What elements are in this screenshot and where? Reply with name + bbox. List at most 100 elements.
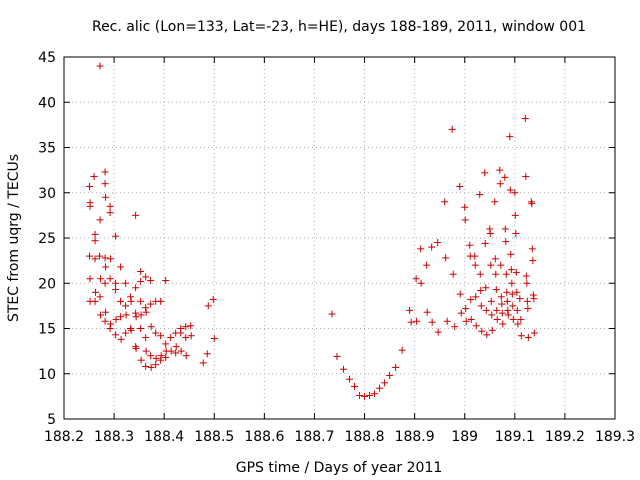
data-point	[501, 225, 509, 233]
data-point	[127, 297, 135, 305]
data-point	[142, 273, 150, 281]
data-point	[107, 320, 115, 328]
data-points	[86, 62, 538, 400]
data-point	[376, 384, 384, 392]
x-tick-label: 189.2	[545, 429, 585, 445]
data-point	[498, 300, 506, 308]
data-point	[137, 356, 145, 364]
data-point	[488, 326, 496, 334]
data-point	[122, 311, 130, 319]
data-point	[511, 189, 519, 197]
data-point	[493, 315, 501, 323]
data-point	[529, 291, 537, 299]
data-point	[172, 349, 180, 357]
data-point	[117, 335, 125, 343]
data-point	[137, 297, 145, 305]
data-point	[497, 293, 505, 301]
data-point	[522, 172, 530, 180]
data-point	[112, 279, 120, 287]
data-point	[528, 245, 536, 253]
data-point	[477, 286, 485, 294]
data-point	[488, 311, 496, 319]
data-point	[172, 343, 180, 351]
data-point	[209, 296, 217, 304]
data-point	[493, 306, 501, 314]
data-point	[449, 270, 457, 278]
data-point	[523, 297, 531, 305]
data-point	[514, 320, 522, 328]
data-point	[102, 308, 110, 316]
data-point	[199, 359, 207, 367]
data-point	[524, 334, 532, 342]
x-tick-label: 188.8	[344, 429, 384, 445]
data-point	[356, 391, 364, 399]
data-point	[462, 305, 470, 313]
data-point	[524, 305, 532, 313]
data-point	[482, 306, 490, 314]
data-point	[90, 172, 98, 180]
data-point	[152, 329, 160, 337]
data-point	[122, 329, 130, 337]
data-point	[472, 322, 480, 330]
data-point	[443, 317, 451, 325]
data-point	[502, 270, 510, 278]
data-point	[132, 313, 140, 321]
data-point	[434, 239, 442, 247]
y-tick-label: 10	[38, 367, 56, 383]
data-point	[476, 191, 484, 199]
x-tick-label: 188.2	[44, 429, 84, 445]
data-point	[137, 311, 145, 319]
data-point	[513, 306, 521, 314]
data-point	[482, 284, 490, 292]
data-point	[106, 325, 114, 332]
data-point	[157, 356, 165, 364]
data-point	[501, 173, 509, 181]
data-point	[101, 317, 109, 325]
y-tick-labels: 5 10 15 20 25 30 35 40 45	[38, 50, 56, 428]
data-point	[406, 306, 414, 314]
data-point	[516, 295, 524, 303]
x-tick-label: 188.7	[294, 429, 334, 445]
data-point	[499, 320, 507, 328]
data-point	[328, 310, 336, 318]
y-tick-label: 5	[47, 412, 56, 428]
data-point	[112, 331, 120, 339]
x-tick-label: 188.4	[144, 429, 184, 445]
data-point	[497, 261, 505, 269]
data-point	[417, 279, 425, 287]
x-tick-label: 189.1	[495, 429, 535, 445]
data-point	[512, 229, 520, 237]
data-point	[142, 347, 150, 355]
data-point	[142, 363, 150, 371]
data-point	[157, 352, 165, 360]
data-point	[467, 296, 475, 304]
data-point	[210, 334, 218, 342]
data-point	[117, 263, 125, 271]
data-point	[132, 284, 140, 292]
data-point	[203, 350, 211, 358]
data-point	[361, 392, 369, 400]
data-point	[142, 304, 150, 312]
data-point	[102, 263, 110, 271]
data-point	[386, 372, 394, 380]
data-point	[496, 166, 504, 174]
data-point	[112, 232, 120, 240]
data-point	[456, 182, 464, 190]
y-tick-label: 40	[38, 95, 56, 111]
data-point	[517, 332, 525, 340]
data-point	[527, 198, 535, 206]
data-point	[504, 306, 512, 314]
data-point	[162, 353, 170, 361]
data-point	[486, 225, 494, 233]
data-point	[127, 326, 135, 334]
data-point	[472, 293, 480, 301]
data-point	[462, 317, 470, 325]
data-point	[127, 293, 135, 301]
grid-lines	[64, 57, 615, 419]
data-point	[101, 180, 109, 188]
data-point	[496, 180, 504, 188]
data-point	[92, 288, 100, 296]
data-point	[122, 279, 130, 287]
